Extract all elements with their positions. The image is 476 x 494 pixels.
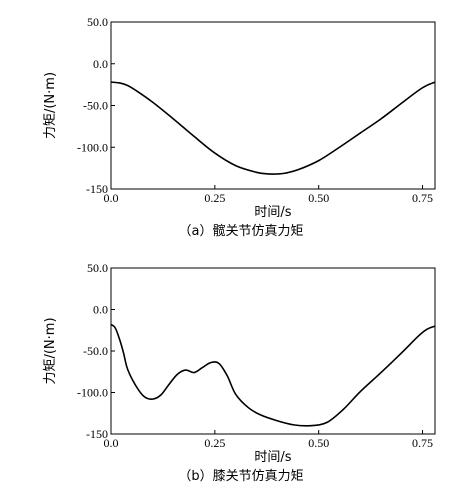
y-axis-label: 力矩/(N·m): [43, 72, 58, 139]
x-axis-label: 时间/s: [254, 205, 291, 220]
y-tick-label: 0.0: [93, 57, 108, 71]
x-tick-label: 0.0: [104, 191, 119, 205]
figure-caption: （b）膝关节仿真力矩: [178, 469, 303, 484]
figure-caption: （a）髋关节仿真力矩: [179, 223, 304, 239]
y-tick-label: -50.0: [83, 99, 108, 113]
y-tick-label: 50.0: [87, 261, 108, 275]
y-tick-label: 50.0: [87, 15, 108, 29]
x-tick-label: 0.50: [308, 436, 329, 450]
plot-frame: [110, 21, 436, 190]
x-tick-label: 0.0: [104, 436, 119, 450]
x-tick-label: 0.25: [204, 436, 225, 450]
x-tick-label: 0.25: [204, 191, 225, 205]
y-tick-label: 0.0: [93, 303, 108, 317]
plot-frame: [110, 267, 436, 435]
torque-series-line: [110, 81, 436, 175]
y-tick-label: -100.0: [77, 140, 108, 154]
x-tick-label: 0.75: [412, 436, 433, 450]
y-tick-label: -50.0: [83, 344, 108, 358]
torque-series-line: [110, 323, 436, 427]
x-tick-label: 0.50: [308, 191, 329, 205]
x-axis-label: 时间/s: [254, 450, 291, 465]
y-tick-label: -100.0: [77, 386, 108, 400]
y-tick-label: -150: [86, 427, 108, 441]
y-tick-label: -150: [86, 182, 108, 196]
x-tick-label: 0.75: [412, 191, 433, 205]
y-axis-label: 力矩/(N·m): [43, 317, 58, 384]
